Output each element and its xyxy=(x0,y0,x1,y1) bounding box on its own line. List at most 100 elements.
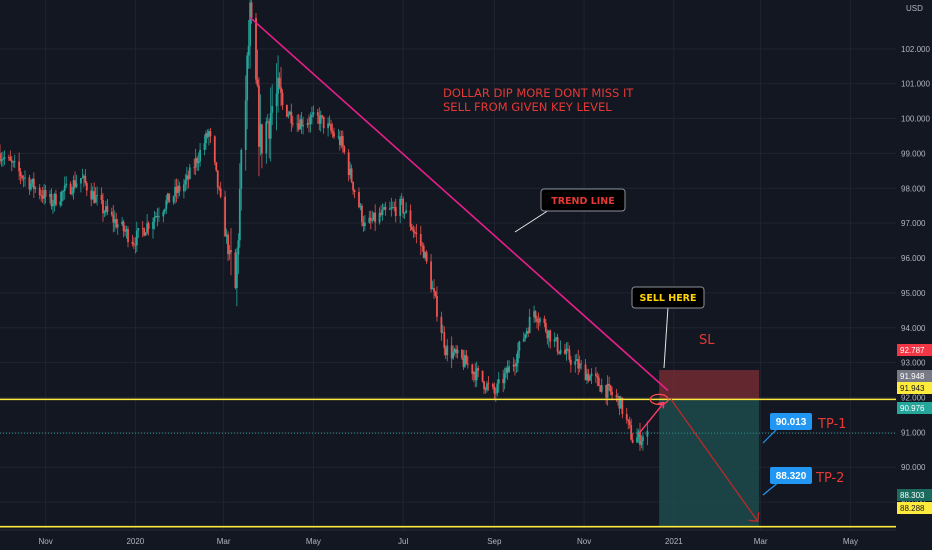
candle-body xyxy=(291,123,294,125)
candle-body xyxy=(316,112,319,116)
candle-body xyxy=(637,431,640,438)
candle-body xyxy=(246,55,249,101)
candle-body xyxy=(260,124,263,154)
candle-body xyxy=(349,168,352,176)
candle-body xyxy=(131,242,134,244)
candle-body xyxy=(617,396,619,398)
stop-loss-price-tag-bg xyxy=(897,344,932,356)
candle-body xyxy=(203,143,206,150)
candle-body xyxy=(175,186,178,193)
candle-body xyxy=(152,221,154,229)
candle-body xyxy=(3,157,6,160)
candle-body xyxy=(28,177,31,190)
candle-body xyxy=(472,372,475,374)
candle-body xyxy=(586,373,588,381)
tp2-upper-tag: 88.303 xyxy=(900,491,925,500)
candle-body xyxy=(574,361,577,365)
candle-body xyxy=(258,85,260,147)
candle-body xyxy=(600,385,603,392)
candle-body xyxy=(352,181,355,191)
candle-body xyxy=(0,153,1,162)
candle-body xyxy=(172,196,175,203)
candle-body xyxy=(543,318,546,323)
candle-body xyxy=(337,136,340,138)
candle-body xyxy=(197,161,200,164)
headline-line-2: SELL FROM GIVEN KEY LEVEL xyxy=(443,100,612,114)
candle-body xyxy=(135,230,138,246)
candle-body xyxy=(82,175,85,178)
candle-body xyxy=(0,159,3,162)
candle-body xyxy=(309,117,312,125)
key-level-lower-tag-bg xyxy=(897,382,932,394)
candle-body xyxy=(177,185,179,193)
candle-body xyxy=(381,209,384,215)
candle-body xyxy=(184,180,187,185)
candle-body xyxy=(611,391,613,396)
candle-body xyxy=(341,136,344,147)
tp2-price-box xyxy=(770,467,812,484)
candle-body xyxy=(536,318,538,322)
candle-body xyxy=(533,311,535,317)
candle-body xyxy=(494,392,497,394)
candle-body xyxy=(53,193,56,204)
candle-body xyxy=(481,370,484,382)
candle-body xyxy=(96,194,99,196)
candle-body xyxy=(608,383,611,386)
candle-body xyxy=(13,161,16,163)
candle-body xyxy=(43,190,46,199)
candle-body xyxy=(113,219,116,223)
candle-body xyxy=(41,195,44,199)
candle-body xyxy=(271,106,274,113)
trend-line[interactable] xyxy=(249,16,669,392)
candle-body xyxy=(491,384,494,387)
candle-body xyxy=(244,100,247,150)
candle-body xyxy=(537,321,540,323)
candle-body xyxy=(275,93,278,107)
sell-callout-pointer xyxy=(663,306,669,369)
candle-body xyxy=(597,377,600,386)
candle-body xyxy=(91,191,94,200)
candle-body xyxy=(297,123,300,130)
candle-body xyxy=(52,203,54,207)
candle-body xyxy=(311,114,313,118)
candle-body xyxy=(400,198,403,200)
candle-body xyxy=(359,205,362,208)
candle-body xyxy=(553,339,556,342)
candle-body xyxy=(100,194,103,201)
candle-body xyxy=(446,345,449,356)
candle-body xyxy=(558,351,560,354)
candle-body xyxy=(227,234,229,255)
candle-body xyxy=(238,188,241,241)
candle-body xyxy=(134,244,137,246)
candle-body xyxy=(155,216,157,218)
candle-body xyxy=(606,383,609,398)
price-tags: 92.787 91.948 91.943 90.976 88.303 88.28… xyxy=(897,344,932,514)
axis-corner-settings[interactable] xyxy=(896,530,932,550)
candle-body xyxy=(636,437,638,443)
candle-body xyxy=(31,178,34,184)
candle-body xyxy=(475,368,478,381)
y-tick-label: 96.000 xyxy=(901,254,926,263)
candle-body xyxy=(34,187,37,189)
candle-body xyxy=(549,330,552,342)
candle-body xyxy=(534,311,537,319)
candle-body xyxy=(556,337,559,352)
sell-here-label: SELL HERE xyxy=(640,293,697,304)
candle-body xyxy=(587,373,590,381)
candle-body xyxy=(453,349,456,353)
candle-body xyxy=(281,92,284,106)
candle-body xyxy=(115,219,118,228)
candle-body xyxy=(141,228,144,229)
candle-body xyxy=(230,250,232,253)
candle-body xyxy=(618,396,621,409)
candle-body xyxy=(327,123,329,129)
price-axis[interactable]: USD 102.000 101.000 100.000 99.000 98.000 97.… xyxy=(896,0,932,530)
candle-body xyxy=(319,115,322,124)
time-axis[interactable]: Nov 2020 Mar May Jul Sep Nov 2021 Mar May xyxy=(0,529,932,550)
candle-body xyxy=(362,222,365,227)
candle-body xyxy=(296,123,299,125)
candle-body xyxy=(433,288,435,292)
candle-body xyxy=(477,368,480,371)
